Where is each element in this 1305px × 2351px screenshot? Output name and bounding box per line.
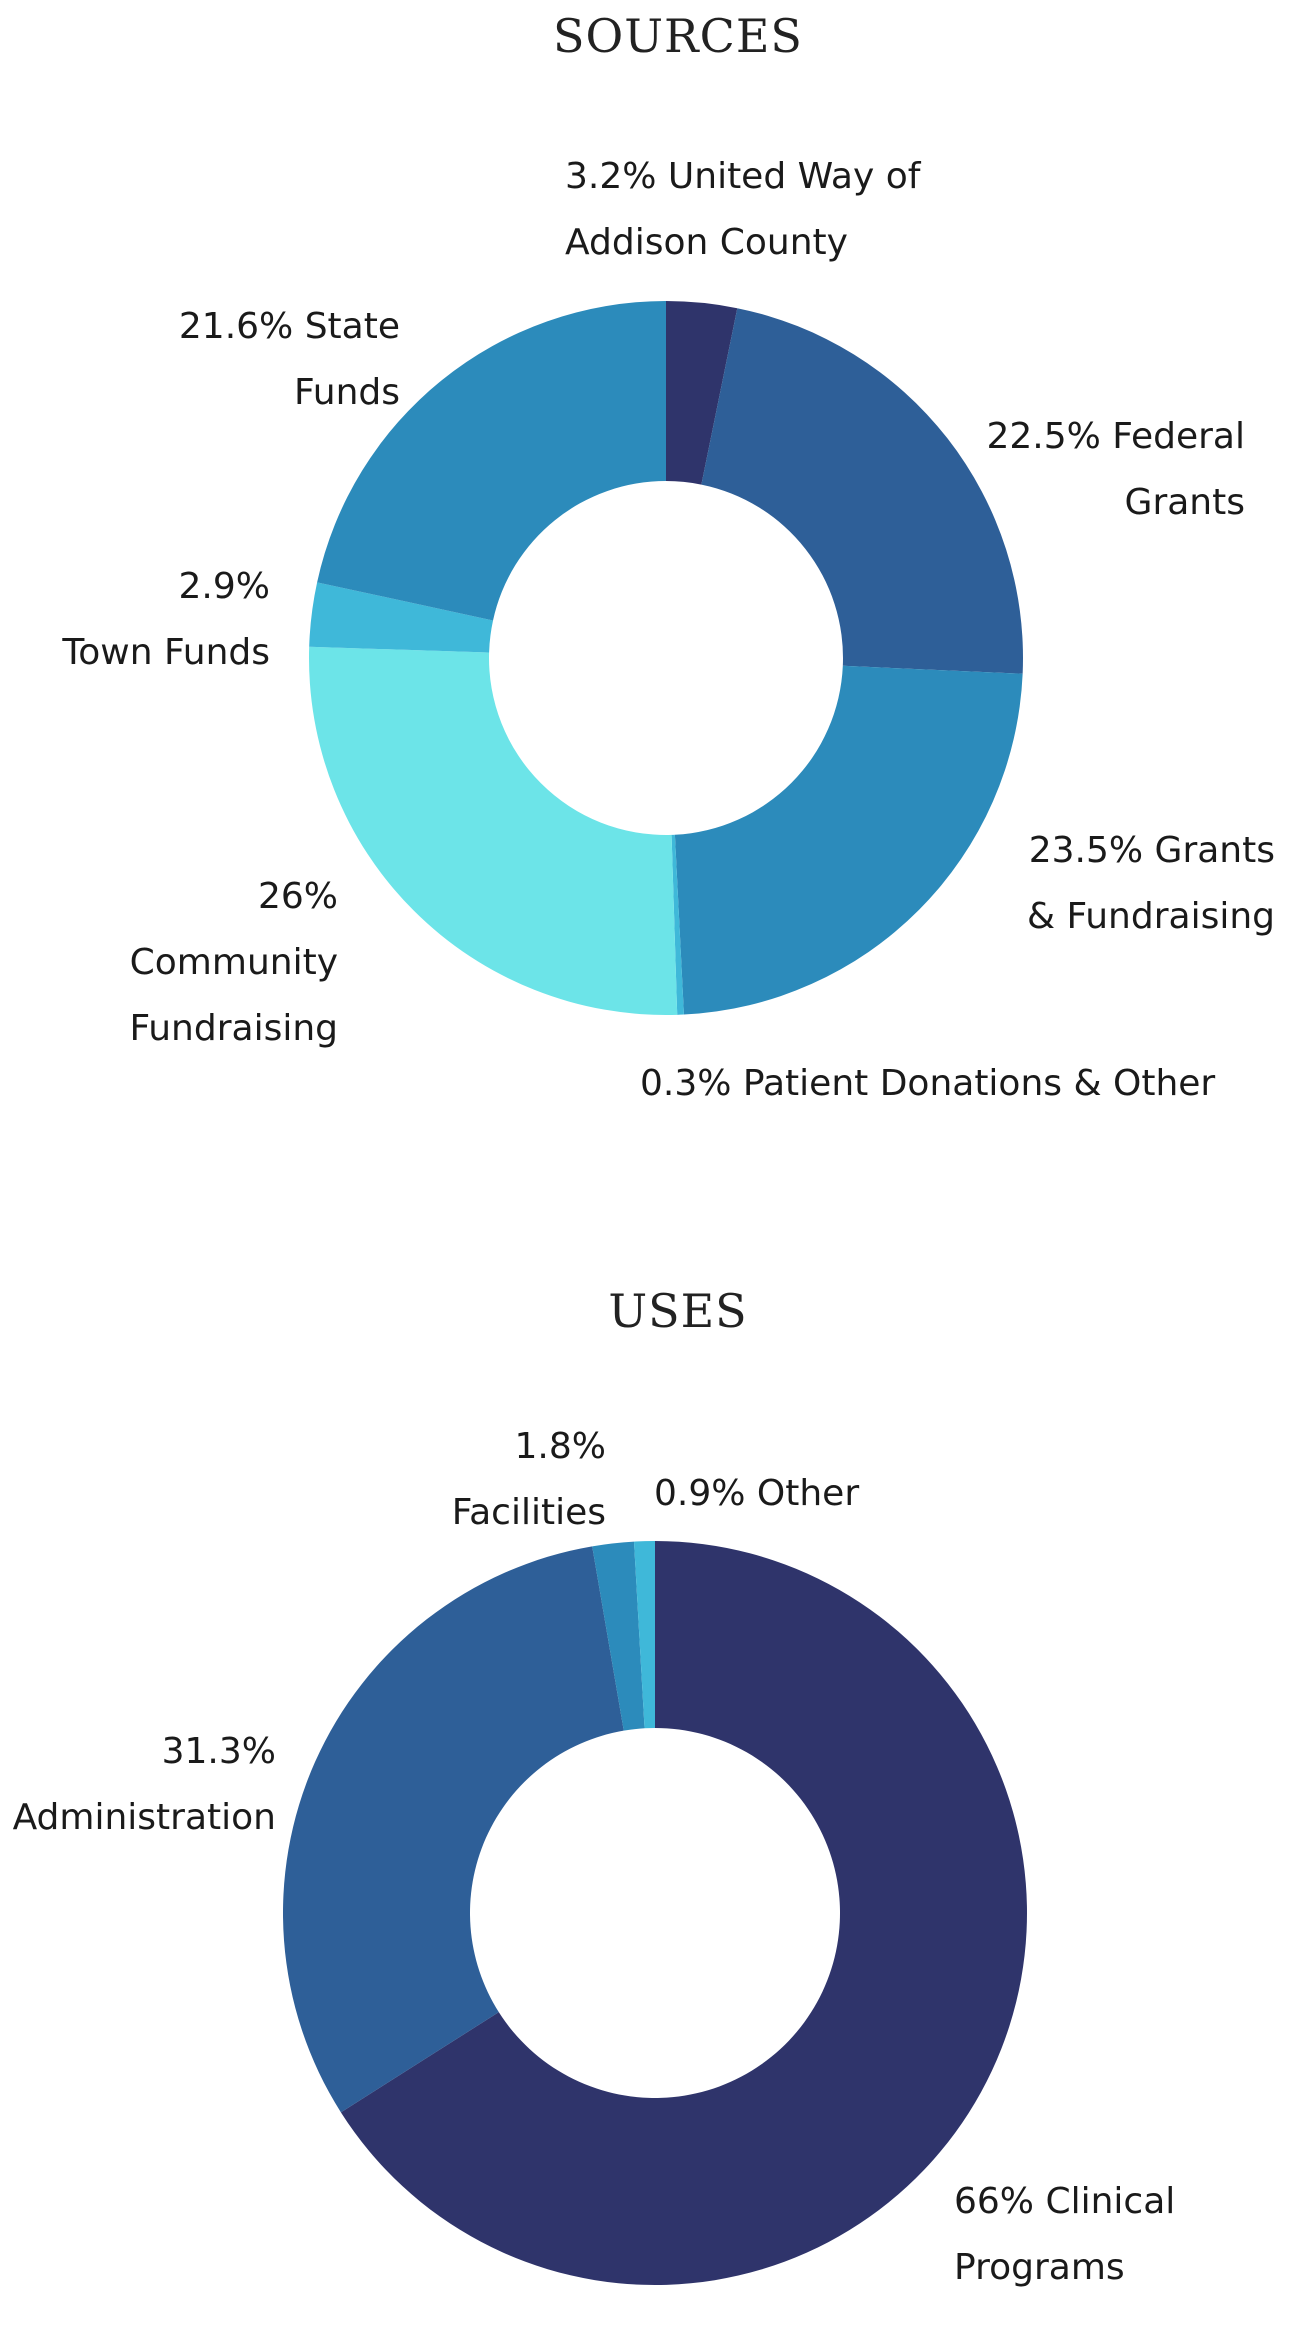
uses-slice-label-0: 66% Clinical Programs: [954, 2181, 1175, 2288]
sources-slice-label-4-line-1: Community: [130, 942, 338, 983]
sources-slice-4: [308, 646, 678, 1015]
sources-slice-label-0-line-0: 3.2% United Way of: [565, 156, 922, 197]
sources-slice-label-1-line-0: 22.5% Federal: [986, 416, 1245, 457]
sources-slice-1: [701, 308, 1023, 674]
sources-slice-label-3-line-0: 0.3% Patient Donations & Other: [640, 1063, 1215, 1104]
uses-slice-label-3-line-0: 0.9% Other: [654, 1473, 859, 1514]
sources-slice-5: [309, 582, 494, 653]
uses-title: USES: [608, 1284, 747, 1338]
sources-slice-label-4-line-0: 26%: [258, 876, 338, 917]
uses-slice-label-2: 1.8% Facilities: [452, 1426, 606, 1533]
sources-slice-label-1-line-1: Grants: [1125, 482, 1245, 523]
sources-slice-label-0: 3.2% United Way of Addison County: [565, 156, 922, 263]
sources-slice-label-5-line-0: 2.9%: [179, 566, 270, 607]
sources-slice-label-2: 23.5% Grants & Fundraising: [1027, 830, 1275, 937]
sources-slice-label-1: 22.5% Federal Grants: [986, 416, 1245, 523]
uses-slices: [283, 1541, 1027, 2285]
sources-slice-label-4-line-2: Fundraising: [129, 1008, 338, 1049]
sources-labels: 3.2% United Way of Addison County 22.5% Fe…: [61, 156, 1275, 1104]
uses-slice-label-0-line-1: Programs: [954, 2247, 1125, 2288]
uses-slice-0: [340, 1541, 1027, 2285]
uses-slice-label-0-line-0: 66% Clinical: [954, 2181, 1175, 2222]
sources-slice-label-6-line-0: 21.6% State: [179, 306, 400, 347]
sources-slice-label-6: 21.6% State Funds: [179, 306, 400, 413]
sources-slice-label-5: 2.9% Town Funds: [61, 566, 270, 673]
uses-labels: 66% Clinical Programs 31.3% Administration 1…: [13, 1426, 1176, 2288]
uses-slice-3: [633, 1541, 655, 1729]
sources-slices: [308, 301, 1023, 1015]
sources-slice-0: [666, 301, 738, 485]
sources-slice-label-4: 26% Community Fundraising: [129, 876, 338, 1049]
sources-slice-label-3: 0.3% Patient Donations & Other: [640, 1063, 1215, 1104]
sources-slice-6: [317, 301, 666, 621]
sources-slice-3: [671, 834, 684, 1015]
uses-slice-label-1-line-0: 31.3%: [162, 1731, 276, 1772]
sources-slice-label-2-line-0: 23.5% Grants: [1029, 830, 1275, 871]
sources-title: SOURCES: [553, 9, 803, 63]
uses-slice-label-3: 0.9% Other: [654, 1473, 859, 1514]
uses-slice-1: [283, 1546, 624, 2113]
uses-slice-2: [592, 1541, 645, 1731]
uses-slice-label-2-line-0: 1.8%: [515, 1426, 606, 1467]
uses-slice-label-1: 31.3% Administration: [13, 1731, 276, 1838]
sources-slice-label-0-line-1: Addison County: [565, 222, 848, 263]
sources-slice-2: [674, 665, 1023, 1015]
sources-slice-label-6-line-1: Funds: [294, 372, 400, 413]
sources-slice-label-2-line-1: & Fundraising: [1027, 896, 1275, 937]
uses-donut-chart: USES 66% Clinical Programs 31.3% Administra…: [13, 1284, 1176, 2288]
sources-donut-chart: SOURCES 3.2% United Way of Addison County…: [61, 9, 1275, 1104]
uses-slice-label-2-line-1: Facilities: [452, 1492, 606, 1533]
uses-slice-label-1-line-1: Administration: [13, 1797, 276, 1838]
sources-slice-label-5-line-1: Town Funds: [61, 632, 270, 673]
